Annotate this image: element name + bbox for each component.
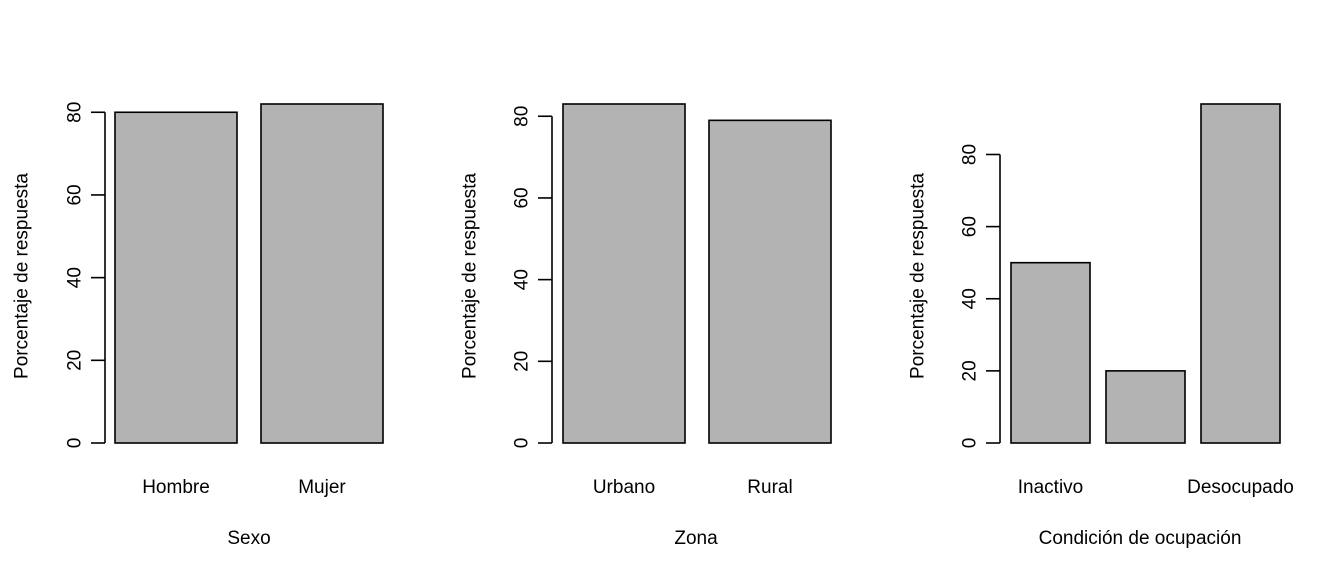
x-axis-label-0: Sexo [227,528,270,549]
category-label-2-2: Desocupado [1187,477,1294,498]
y-tick-label-2-4: 80 [960,144,981,165]
category-label-2-0: Inactivo [1018,477,1083,498]
chart-panel-1: Urbano Rural 0 20 40 60 80 Porcentaje de respue… [460,103,832,549]
y-tick-label-1-4: 80 [512,106,533,127]
y-tick-label-2-0: 0 [960,438,981,449]
y-tick-label-1-1: 20 [512,351,533,372]
y-tick-label-2-2: 40 [960,288,981,309]
y-axis-0 [91,111,106,444]
y-axis-1 [538,115,553,444]
category-label-1-0: Urbano [593,477,655,498]
chart-panel-0: Hombre Mujer 0 20 40 60 80 Porcentaje de respue… [12,102,384,549]
bar-2-0 [1010,261,1091,444]
y-axis-label-1: Porcentaje de respuesta [460,173,481,379]
bar-0-1 [260,103,384,444]
y-axis-label-0: Porcentaje de respuesta [12,173,33,379]
chart-panel-2: Inactivo Desocupado 0 20 40 60 80 Porcentaje de… [908,103,1294,549]
bar-2-2 [1200,103,1281,444]
y-tick-label-0-2: 40 [65,267,86,288]
y-tick-label-0-0: 0 [65,438,86,449]
bar-1-0 [562,103,686,444]
y-tick-label-1-0: 0 [512,438,533,449]
y-axis-label-2: Porcentaje de respuesta [908,173,929,379]
y-tick-label-1-3: 60 [512,187,533,208]
category-label-1-1: Rural [747,477,792,498]
bar-0-0 [114,111,238,444]
y-tick-label-1-2: 40 [512,269,533,290]
y-tick-label-2-1: 20 [960,360,981,381]
bar-2-1 [1105,370,1186,444]
category-label-0-1: Mujer [298,477,346,498]
y-axis-2 [986,153,1001,444]
y-tick-label-0-4: 80 [65,102,86,123]
category-label-0-0: Hombre [142,477,210,498]
y-tick-label-0-1: 20 [65,350,86,371]
y-tick-label-2-3: 60 [960,216,981,237]
bar-1-1 [708,119,832,444]
y-tick-label-0-3: 60 [65,184,86,205]
x-axis-label-2: Condición de ocupación [1039,528,1242,549]
x-axis-label-1: Zona [674,528,718,549]
